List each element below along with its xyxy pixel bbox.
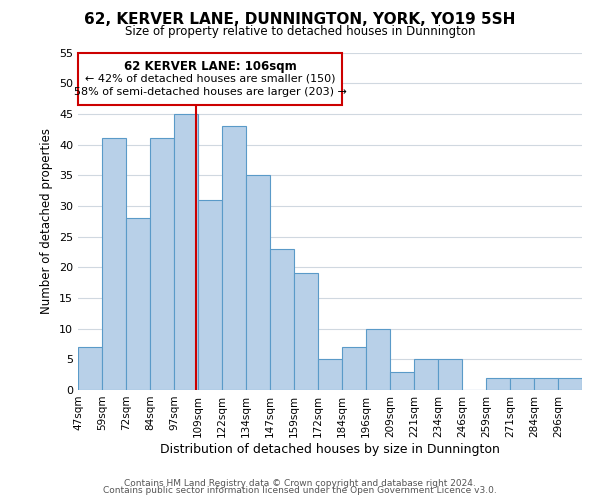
Bar	[414, 360, 438, 390]
Bar	[150, 138, 174, 390]
Bar	[198, 200, 222, 390]
Bar	[78, 347, 102, 390]
Text: Contains public sector information licensed under the Open Government Licence v3: Contains public sector information licen…	[103, 486, 497, 495]
Bar	[342, 347, 366, 390]
Bar	[318, 360, 342, 390]
Bar	[270, 249, 294, 390]
Bar	[222, 126, 246, 390]
Text: 62 KERVER LANE: 106sqm: 62 KERVER LANE: 106sqm	[124, 60, 296, 73]
FancyBboxPatch shape	[78, 52, 342, 104]
Bar	[438, 360, 462, 390]
Text: Contains HM Land Registry data © Crown copyright and database right 2024.: Contains HM Land Registry data © Crown c…	[124, 478, 476, 488]
Bar	[558, 378, 582, 390]
Bar	[510, 378, 534, 390]
Bar	[102, 138, 126, 390]
Text: ← 42% of detached houses are smaller (150): ← 42% of detached houses are smaller (15…	[85, 74, 335, 84]
Text: 62, KERVER LANE, DUNNINGTON, YORK, YO19 5SH: 62, KERVER LANE, DUNNINGTON, YORK, YO19 …	[85, 12, 515, 28]
Bar	[486, 378, 510, 390]
Bar	[366, 328, 390, 390]
X-axis label: Distribution of detached houses by size in Dunnington: Distribution of detached houses by size …	[160, 442, 500, 456]
Bar	[534, 378, 558, 390]
Bar	[246, 175, 270, 390]
Text: 58% of semi-detached houses are larger (203) →: 58% of semi-detached houses are larger (…	[74, 88, 346, 98]
Bar	[126, 218, 150, 390]
Text: Size of property relative to detached houses in Dunnington: Size of property relative to detached ho…	[125, 25, 475, 38]
Bar	[174, 114, 198, 390]
Y-axis label: Number of detached properties: Number of detached properties	[40, 128, 53, 314]
Bar	[390, 372, 414, 390]
Bar	[294, 274, 318, 390]
